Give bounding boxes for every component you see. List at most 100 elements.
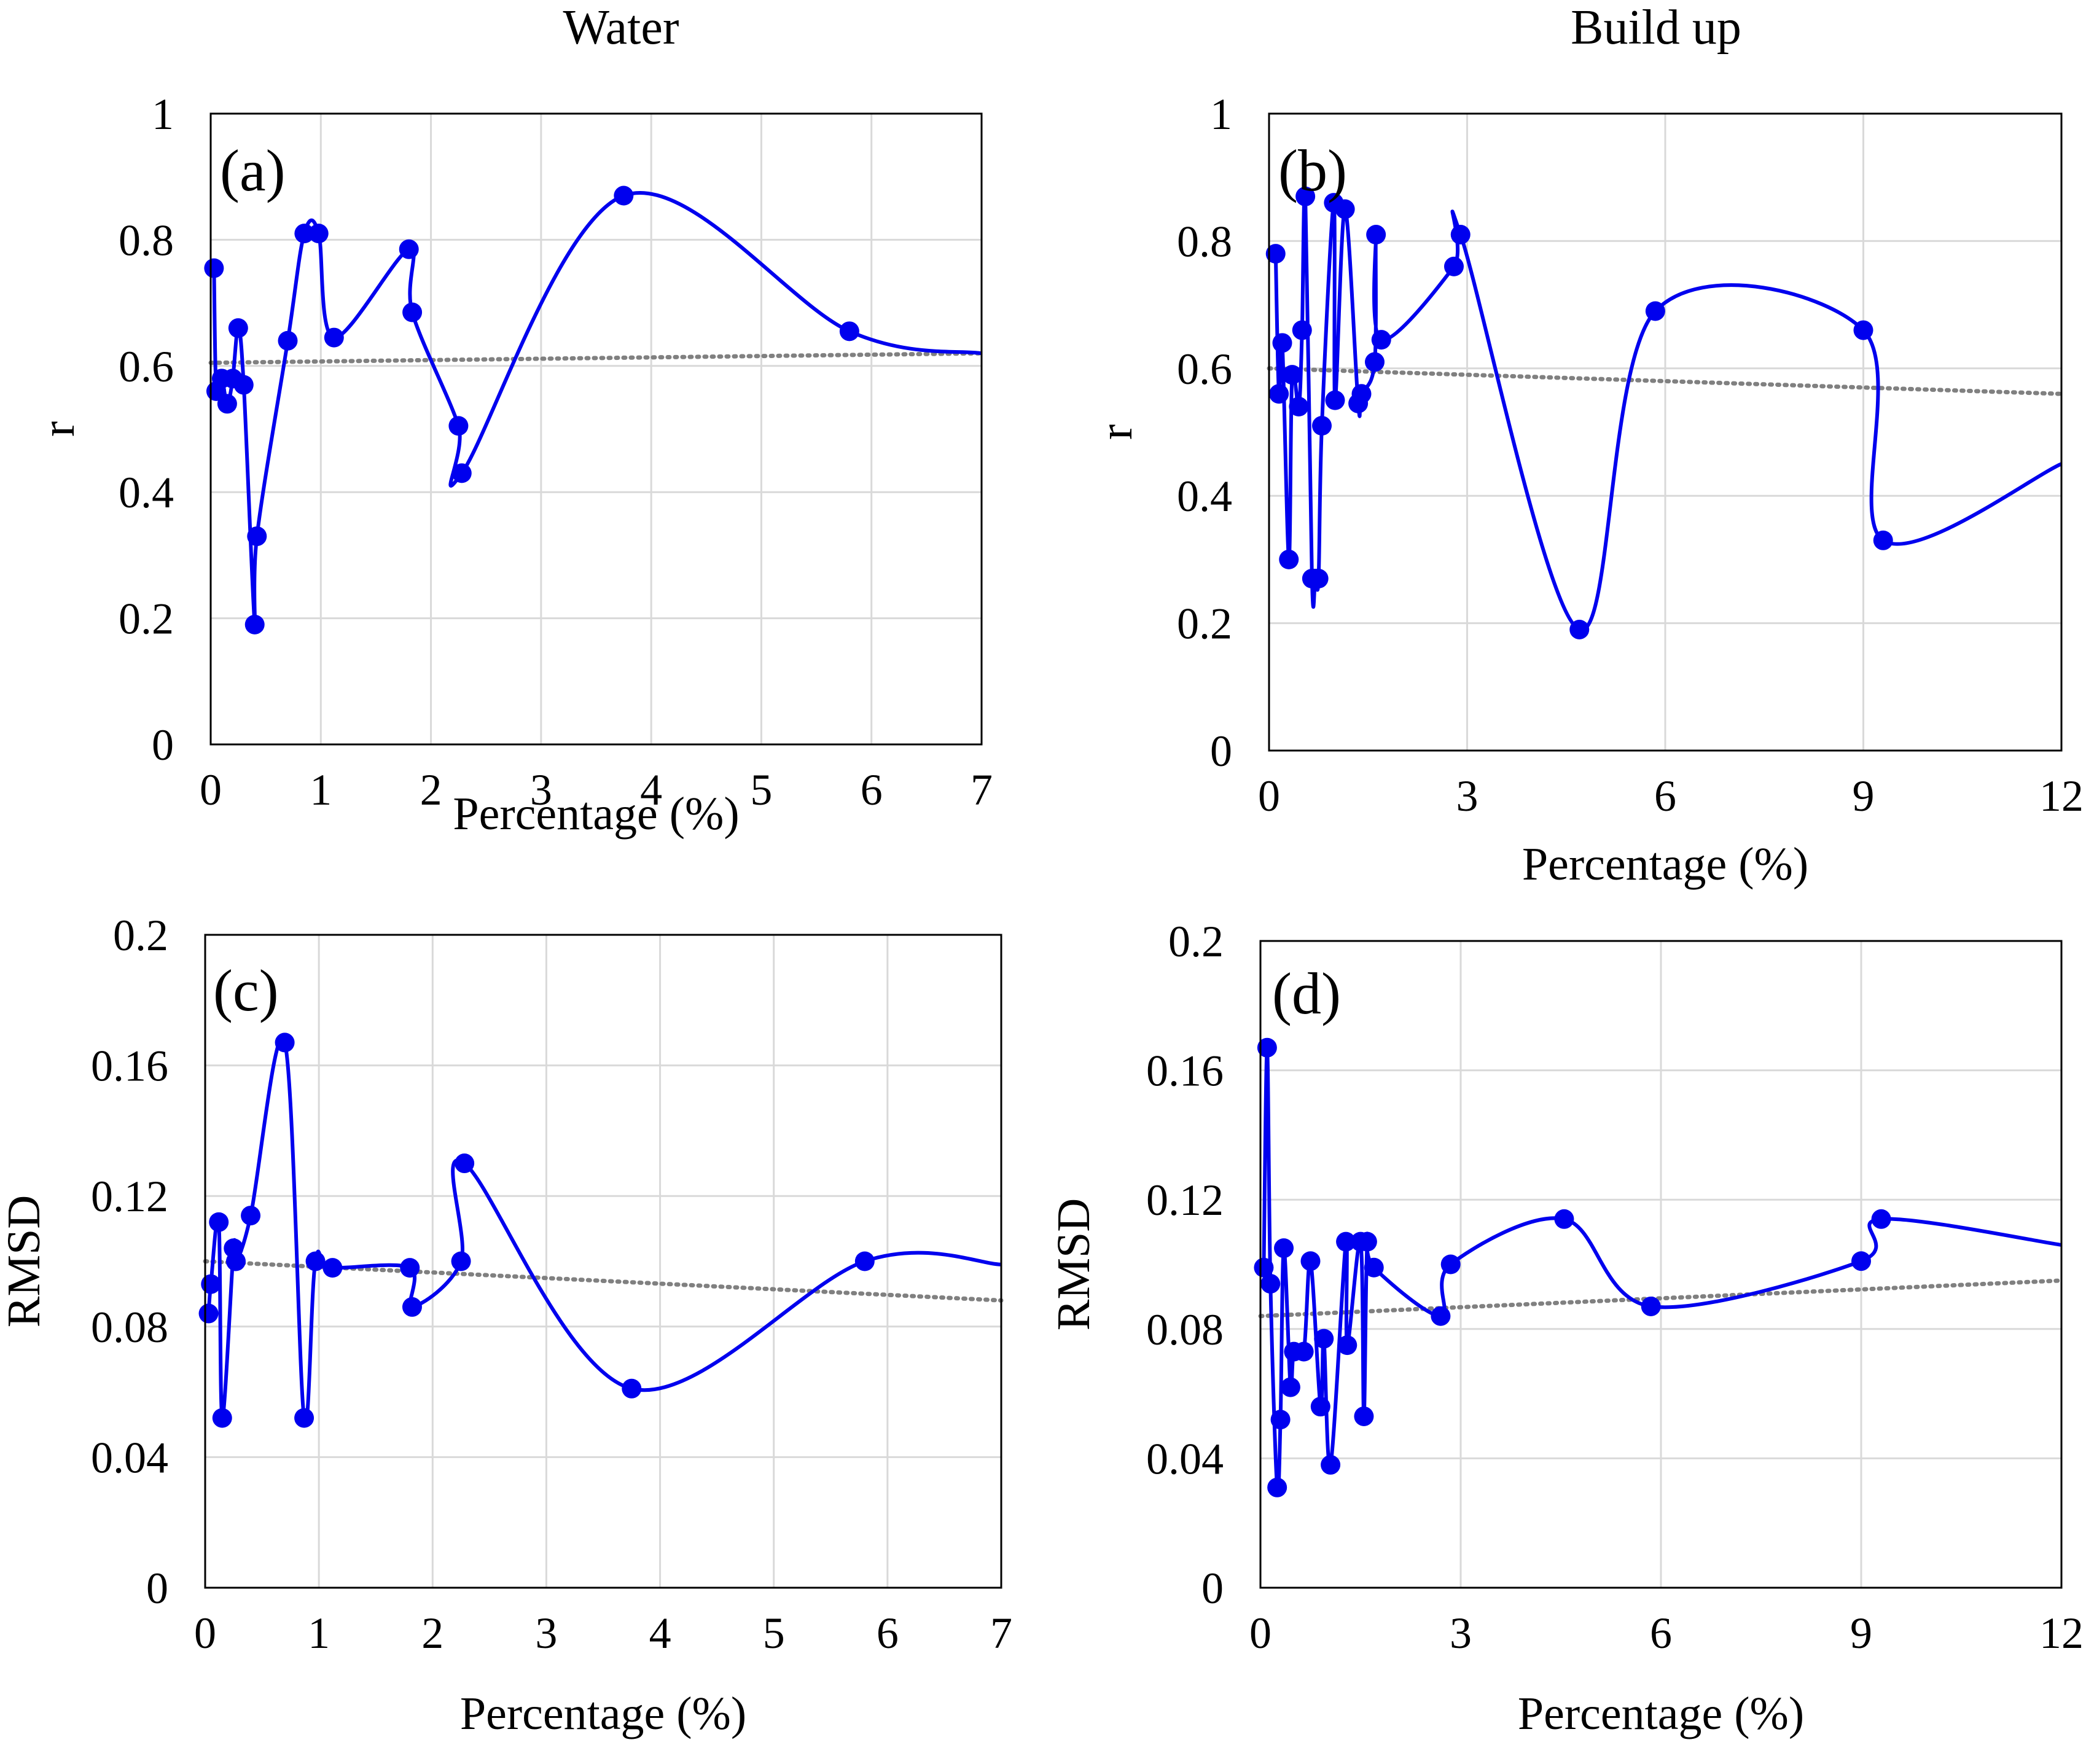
data-point	[1871, 1209, 1891, 1229]
data-point	[228, 318, 248, 338]
x-tick-label: 6	[877, 1609, 899, 1658]
x-tick-label: 0	[200, 765, 222, 814]
y-tick-label: 0.6	[1177, 345, 1232, 394]
panel-a: 0 1 2 3 4 5 6 7 0 0.2 0.4 0.6 0.8 1 Percentage (%) r (a)	[33, 90, 993, 840]
x-tick-label: 12	[2039, 771, 2084, 821]
x-tick-label: 1	[310, 765, 332, 814]
x-tick-label: 0	[1258, 771, 1280, 821]
data-point	[1260, 1274, 1281, 1294]
data-point	[1292, 320, 1312, 340]
panel-label: (a)	[220, 138, 286, 203]
x-tick-label: 0	[194, 1609, 216, 1658]
data-point	[1645, 301, 1665, 321]
data-point	[1257, 1037, 1277, 1058]
x-tick-label: 9	[1853, 771, 1875, 821]
y-tick-label: 1	[152, 90, 174, 139]
data-point	[1444, 256, 1464, 276]
x-tick-label: 3	[1456, 771, 1479, 821]
x-tick-label: 5	[763, 1609, 785, 1658]
data-point	[308, 224, 329, 244]
y-tick-label: 0.08	[91, 1303, 168, 1352]
data-point	[839, 321, 859, 341]
column-title-water: Water	[563, 1, 679, 55]
x-tick-label: 2	[421, 1609, 443, 1658]
data-point	[1265, 244, 1286, 264]
x-tick-label: 4	[640, 765, 662, 814]
series-line	[212, 190, 982, 632]
x-tick-label: 6	[1650, 1609, 1672, 1658]
x-tick-label: 5	[750, 765, 772, 814]
data-point	[1300, 1251, 1321, 1271]
y-tick-label: 0.16	[1146, 1047, 1224, 1096]
y-tick-label: 0.04	[91, 1433, 168, 1482]
data-point	[1853, 320, 1873, 340]
data-point	[1321, 1454, 1341, 1475]
column-title-build-up: Build up	[1571, 1, 1741, 55]
data-point	[1310, 1397, 1330, 1417]
data-point	[201, 1274, 221, 1294]
data-point	[614, 185, 634, 206]
data-point	[399, 239, 419, 259]
data-point	[402, 1297, 422, 1317]
data-point	[1450, 225, 1471, 245]
data-point	[198, 1303, 219, 1324]
data-point	[1357, 1231, 1377, 1252]
data-point	[1364, 1257, 1384, 1278]
x-tick-label: 6	[861, 765, 883, 814]
series-line	[1273, 187, 2063, 632]
data-point	[1569, 619, 1590, 639]
x-axis-label: Percentage (%)	[1518, 1688, 1804, 1739]
plot-frame	[204, 934, 1002, 1589]
y-axis-label: RMSD	[1048, 1198, 1100, 1330]
data-point	[402, 302, 423, 322]
panel-label: (d)	[1272, 961, 1341, 1026]
data-point	[241, 1206, 261, 1226]
y-tick-label: 0	[1201, 1564, 1224, 1613]
plot-frame	[209, 112, 983, 746]
data-point	[305, 1251, 326, 1271]
data-point	[1325, 390, 1345, 410]
y-tick-label: 0.8	[119, 216, 174, 265]
data-point	[322, 1258, 343, 1278]
y-tick-label: 0.4	[119, 468, 174, 517]
y-axis-label: r	[33, 421, 84, 437]
data-point	[244, 614, 265, 634]
data-point	[1337, 1335, 1357, 1356]
x-tick-label: 2	[420, 765, 442, 814]
y-tick-label: 0.2	[119, 595, 174, 644]
data-point	[1254, 1257, 1274, 1278]
data-point	[1282, 365, 1302, 385]
x-tick-label: 7	[971, 765, 993, 814]
series-line	[1262, 1045, 2062, 1495]
data-point	[1308, 569, 1329, 589]
x-axis-label: Percentage (%)	[453, 788, 739, 840]
data-point	[1440, 1254, 1461, 1274]
y-axis-label: RMSD	[0, 1195, 50, 1327]
data-point	[622, 1378, 642, 1399]
data-point	[225, 1251, 246, 1271]
panel-c: 0 1 2 3 4 5 6 7 0 0.04 0.08 0.12 0.16 0.2 Percentage (…	[0, 911, 1012, 1739]
data-point	[278, 330, 298, 351]
data-point	[1272, 333, 1292, 353]
x-tick-label: 0	[1249, 1609, 1272, 1658]
data-point	[217, 394, 237, 414]
trendline	[1267, 366, 2064, 396]
y-tick-label: 0.6	[119, 342, 174, 391]
y-tick-label: 0	[152, 720, 174, 770]
y-tick-label: 0.2	[1168, 917, 1224, 966]
data-point	[1274, 1238, 1294, 1259]
data-point	[1365, 352, 1385, 372]
plot-frame	[1268, 112, 2063, 752]
data-point	[204, 258, 224, 278]
data-point	[448, 416, 469, 436]
x-tick-label: 9	[1850, 1609, 1872, 1658]
y-tick-label: 0.4	[1177, 472, 1232, 521]
panel-label: (b)	[1278, 138, 1347, 203]
data-point	[1366, 225, 1386, 245]
y-tick-label: 0	[146, 1564, 168, 1613]
y-tick-label: 0.2	[1177, 599, 1232, 649]
data-point	[247, 526, 267, 547]
data-point	[1336, 1231, 1356, 1252]
x-tick-label: 6	[1654, 771, 1676, 821]
